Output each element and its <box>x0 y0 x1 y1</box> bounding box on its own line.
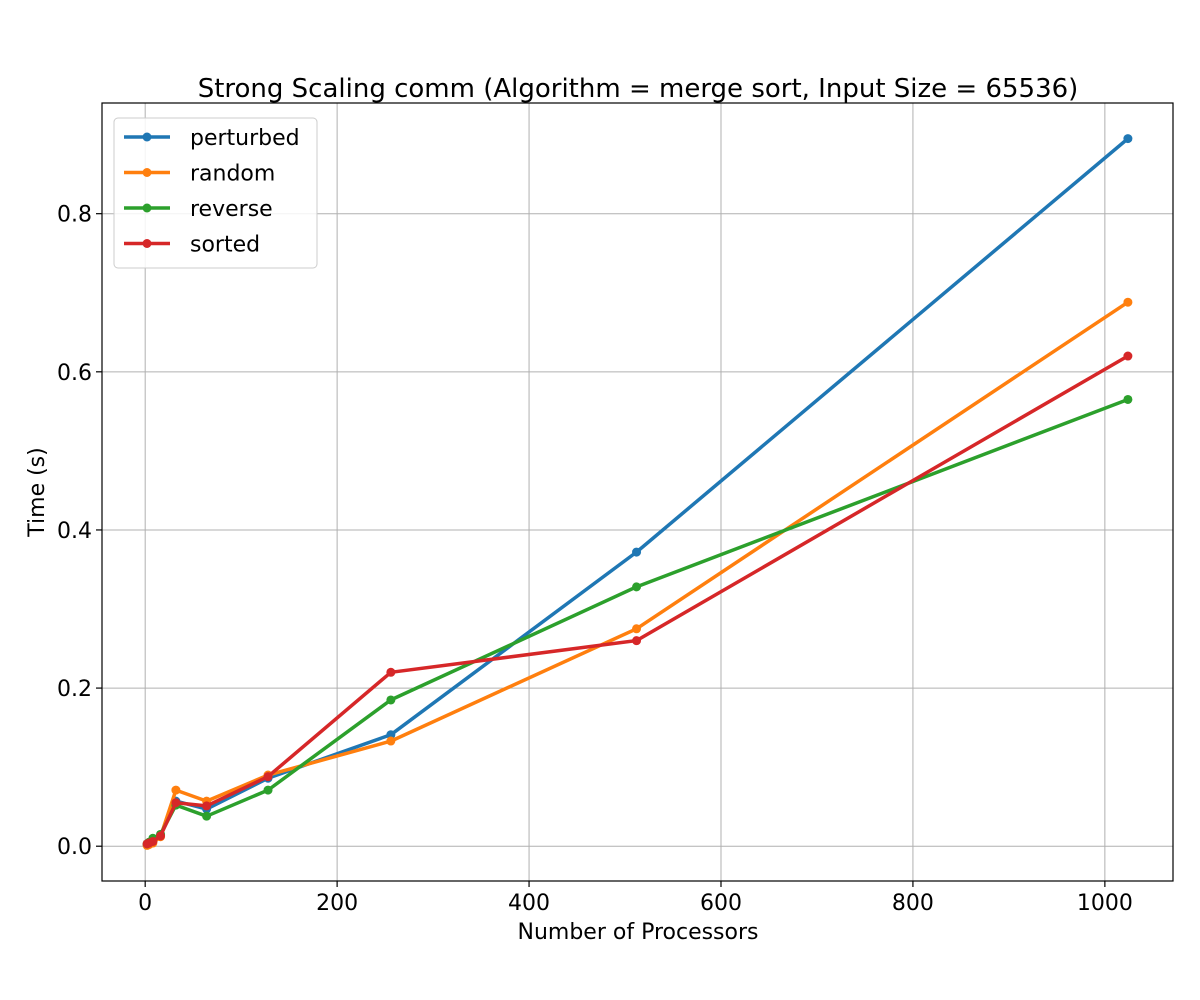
data-point-random <box>1123 297 1133 307</box>
data-point-perturbed <box>1123 134 1133 144</box>
x-tick-label: 200 <box>316 891 358 916</box>
legend-marker-sorted <box>142 239 152 248</box>
x-tick-label: 800 <box>892 891 934 916</box>
legend-marker-reverse <box>142 203 152 213</box>
legend-label-reverse: reverse <box>190 197 273 222</box>
x-tick-label: 400 <box>508 891 550 916</box>
grid-lines <box>102 103 1173 881</box>
data-point-reverse <box>202 811 212 821</box>
x-axis-label: Number of Processors <box>518 920 759 945</box>
legend-marker-perturbed <box>142 132 152 142</box>
y-tick-label: 0.6 <box>57 361 92 386</box>
x-tick-label: 1000 <box>1077 891 1133 916</box>
plot-frame <box>101 102 1174 882</box>
y-tick-label: 0.0 <box>57 835 92 860</box>
legend-label-sorted: sorted <box>190 233 260 258</box>
data-point-sorted <box>386 667 396 677</box>
x-tick-label: 0 <box>138 891 152 916</box>
data-point-reverse <box>263 785 273 795</box>
data-point-sorted <box>632 636 642 646</box>
y-axis-label: Time (s) <box>25 447 50 537</box>
data-point-sorted <box>263 772 273 782</box>
legend-label-random: random <box>190 162 275 187</box>
data-point-reverse <box>386 695 396 705</box>
y-tick-label: 0.2 <box>57 677 92 702</box>
y-tick-label: 0.8 <box>57 203 92 228</box>
data-point-random <box>171 785 181 795</box>
data-point-random <box>632 624 642 634</box>
data-point-sorted <box>156 831 166 841</box>
legend-marker-random <box>142 168 152 177</box>
data-point-sorted <box>171 798 181 808</box>
chart-title: Strong Scaling comm (Algorithm = merge s… <box>198 74 1079 104</box>
data-point-reverse <box>1123 394 1133 404</box>
data-point-random <box>386 736 396 746</box>
series-layer <box>142 134 1133 850</box>
data-point-reverse <box>632 582 642 592</box>
y-tick-label: 0.4 <box>57 519 92 544</box>
x-tick-label: 600 <box>700 891 742 916</box>
axis-ticks: 0 200 400 600 800 1000 0.0 0.2 0.4 0.6 0.8 <box>57 203 1133 916</box>
legend-label-perturbed: perturbed <box>190 126 300 151</box>
data-point-sorted <box>148 836 158 846</box>
series-sorted <box>142 351 1133 849</box>
data-point-perturbed <box>632 547 642 557</box>
legend: perturbed random reverse sorted <box>113 117 318 269</box>
data-point-sorted <box>1123 351 1133 361</box>
data-point-perturbed <box>386 730 396 740</box>
data-point-sorted <box>202 801 212 811</box>
legend-box <box>113 117 318 269</box>
